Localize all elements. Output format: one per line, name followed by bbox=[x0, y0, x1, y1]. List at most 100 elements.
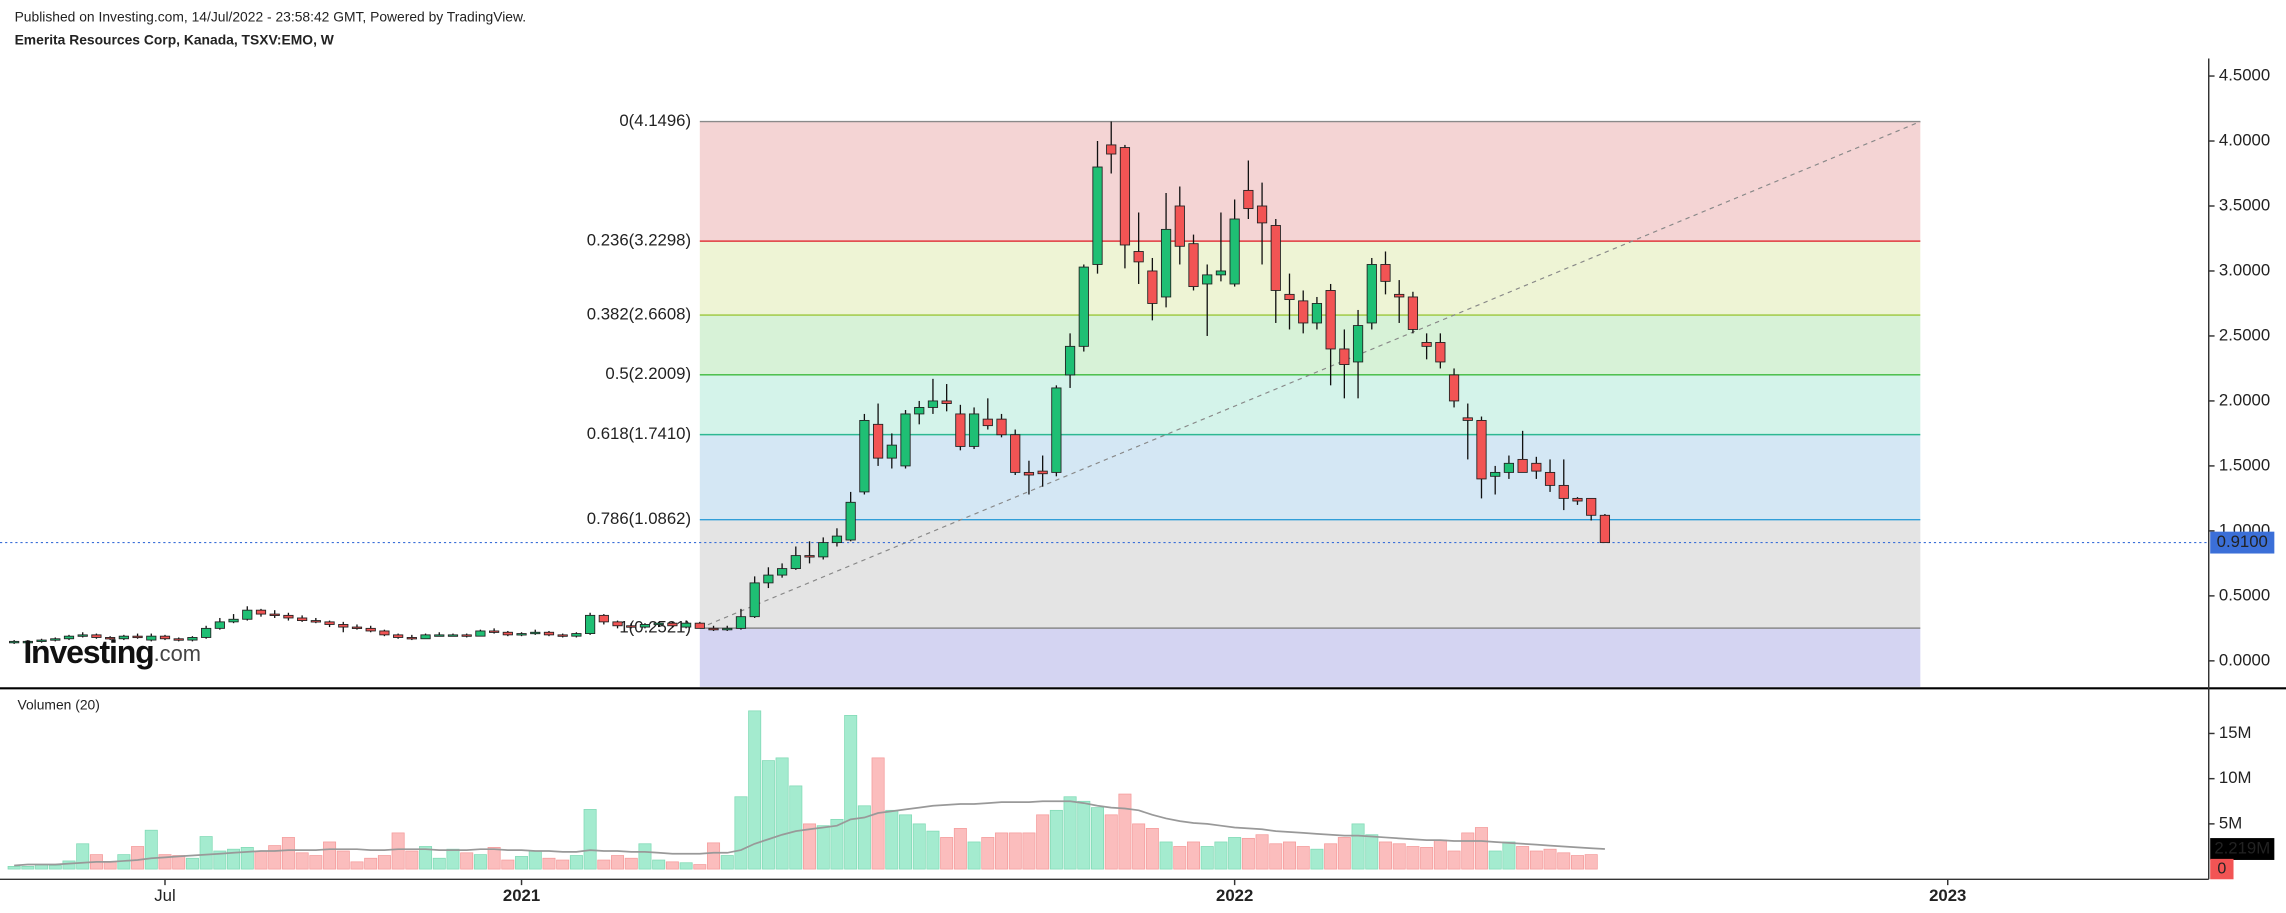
candle-body bbox=[434, 634, 445, 637]
candle-body bbox=[694, 622, 705, 629]
fib-label: 0.5(2.2009) bbox=[605, 364, 691, 383]
volume-bar bbox=[995, 832, 1009, 870]
chart-title: Emerita Resources Corp, Kanada, TSXV:EMO… bbox=[15, 32, 335, 48]
fib-band bbox=[699, 628, 1921, 687]
volume-bar bbox=[336, 850, 350, 870]
candle-body bbox=[1544, 471, 1556, 486]
volume-bar bbox=[1187, 841, 1200, 870]
volume-bar bbox=[583, 809, 597, 870]
x-tick-label: Jul bbox=[154, 886, 175, 905]
volume-bar bbox=[665, 861, 679, 870]
volume-bar bbox=[254, 850, 268, 870]
candle-body bbox=[1243, 189, 1254, 210]
volume-bar bbox=[1228, 837, 1242, 870]
candle-body bbox=[228, 618, 239, 623]
price-label: 0.9100 bbox=[2217, 532, 2268, 551]
volume-bar bbox=[62, 860, 76, 870]
candle-body bbox=[1284, 293, 1295, 301]
candle-body bbox=[900, 413, 911, 467]
candle-body bbox=[886, 444, 897, 459]
volume-bar bbox=[323, 841, 337, 870]
candle-body bbox=[1092, 166, 1103, 265]
volume-bar bbox=[816, 825, 830, 870]
fib-band bbox=[699, 241, 1921, 316]
candle-body bbox=[1215, 270, 1227, 276]
volume-bar bbox=[597, 859, 611, 870]
candle-body bbox=[1586, 497, 1597, 516]
candle-body bbox=[667, 622, 678, 627]
candle-body bbox=[242, 609, 253, 620]
candle-body bbox=[324, 621, 335, 625]
volume-bar bbox=[638, 843, 652, 870]
candle-body bbox=[1147, 270, 1158, 304]
candle-body bbox=[1106, 144, 1117, 155]
fib-band bbox=[699, 121, 1921, 242]
y-tick-label: 4.5000 bbox=[2219, 65, 2270, 84]
candle-body bbox=[1188, 243, 1199, 288]
volume-bar bbox=[7, 866, 21, 870]
volume-bar bbox=[1392, 843, 1406, 870]
candle-body bbox=[790, 555, 801, 570]
volume-bar bbox=[213, 850, 227, 870]
candle-body bbox=[420, 634, 431, 640]
volume-bar bbox=[1337, 837, 1351, 870]
volume-y-tick-label: 15M bbox=[2219, 723, 2252, 742]
candle-body bbox=[516, 633, 527, 636]
volume-bar bbox=[1255, 834, 1269, 870]
candle-body bbox=[941, 400, 952, 404]
volume-bar bbox=[48, 865, 62, 870]
candle-body bbox=[338, 624, 349, 628]
candle-body bbox=[1421, 342, 1432, 347]
fib-label: 0.236(3.2298) bbox=[587, 231, 691, 250]
volume-bar bbox=[1502, 841, 1516, 870]
candle-body bbox=[159, 635, 171, 640]
y-tick-label: 0.0000 bbox=[2219, 650, 2270, 669]
candle-body bbox=[859, 419, 870, 493]
volume-bar bbox=[912, 823, 926, 870]
volume-bar bbox=[611, 855, 625, 870]
y-tick-label: 3.0000 bbox=[2219, 260, 2270, 279]
x-tick-label: 2023 bbox=[1929, 886, 1966, 905]
logo-suffix: .com bbox=[154, 641, 201, 666]
volume-bar bbox=[1310, 848, 1324, 870]
volume-bar bbox=[1269, 843, 1283, 870]
candle-body bbox=[1558, 484, 1569, 499]
volume-bar bbox=[926, 830, 940, 870]
volume-bar bbox=[1063, 796, 1077, 870]
candle-body bbox=[776, 568, 788, 576]
candle-body bbox=[1023, 471, 1035, 476]
volume-bar bbox=[775, 757, 789, 870]
volume-y-tick-label: 10M bbox=[2219, 768, 2252, 787]
volume-bar bbox=[679, 862, 693, 870]
logo-main: Investing bbox=[23, 634, 153, 670]
volume-bar bbox=[693, 864, 707, 870]
fib-trend-line bbox=[699, 121, 1921, 629]
candle-body bbox=[365, 627, 376, 632]
volume-bar bbox=[1584, 854, 1598, 870]
volume-bar bbox=[1379, 841, 1392, 870]
candle-body bbox=[571, 633, 582, 637]
candle-body bbox=[393, 634, 404, 638]
candle-body bbox=[1517, 458, 1528, 473]
candle-body bbox=[63, 635, 75, 640]
volume-bar bbox=[940, 837, 954, 870]
volume-bar bbox=[227, 848, 241, 870]
volume-bar bbox=[720, 855, 734, 870]
candle-body bbox=[968, 413, 980, 447]
volume-bar bbox=[268, 845, 282, 870]
volume-title: Volumen (20) bbox=[17, 696, 99, 712]
volume-bar bbox=[761, 760, 775, 870]
candle-body bbox=[173, 638, 184, 641]
candle-body bbox=[1531, 462, 1542, 472]
ma-label: 2.219M bbox=[2214, 838, 2270, 857]
volume-bar bbox=[405, 850, 419, 870]
fib-bands bbox=[699, 121, 1921, 687]
candle-body bbox=[872, 423, 884, 459]
volume-bar bbox=[199, 836, 213, 870]
candle-body bbox=[447, 634, 459, 637]
candle-body bbox=[1064, 345, 1076, 376]
candle-body bbox=[9, 640, 20, 644]
volume-bar bbox=[21, 866, 35, 870]
candle-body bbox=[557, 634, 568, 637]
